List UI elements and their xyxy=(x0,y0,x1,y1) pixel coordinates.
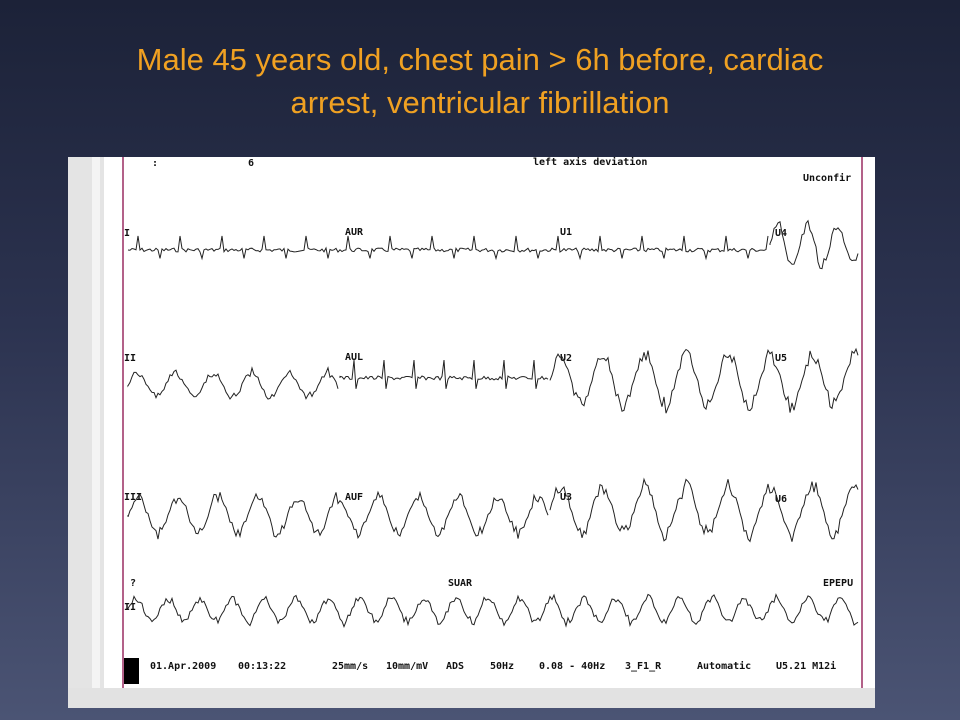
lead-label: AUR xyxy=(345,227,364,238)
ecg-trace xyxy=(127,366,339,400)
ecg-trace xyxy=(769,219,859,270)
footer-text: 00:13:22 xyxy=(238,661,286,672)
calibration-block xyxy=(124,658,139,684)
ecg-trace xyxy=(549,477,859,543)
lead-label: EPEPU xyxy=(823,578,853,589)
ecg-header-text: left axis deviation xyxy=(533,156,647,168)
margin-band xyxy=(92,157,100,688)
ecg-trace xyxy=(549,347,859,414)
lead-label: I xyxy=(124,228,130,239)
lead-label: U3 xyxy=(560,492,572,503)
lead-label: ? xyxy=(130,578,136,589)
footer-text: Automatic xyxy=(697,660,751,672)
footer-text: 0.08 - 40Hz xyxy=(539,661,605,672)
bottom-strip xyxy=(68,688,875,708)
footer-text: 25mm/s xyxy=(332,661,368,672)
lead-label: U6 xyxy=(775,494,787,505)
lead-label: U1 xyxy=(560,227,572,238)
footer-text: 50Hz xyxy=(490,661,514,672)
ecg-header-text: 6 xyxy=(248,158,254,169)
lead-label: II xyxy=(124,602,136,613)
lead-label: SUAR xyxy=(448,578,473,589)
ecg-paper xyxy=(68,157,875,708)
footer-text: ADS xyxy=(446,661,464,672)
slide-title: Male 45 years old, chest pain > 6h befor… xyxy=(136,42,824,120)
footer-text: U5.21 M12i xyxy=(776,660,836,672)
lead-label: II xyxy=(124,353,136,364)
ecg-trace xyxy=(127,593,859,628)
lead-label: U4 xyxy=(775,228,787,239)
lead-label: AUL xyxy=(345,352,363,363)
footer-text: 3_F1_R xyxy=(625,661,662,672)
lead-label: U2 xyxy=(560,353,572,364)
footer-text: 01.Apr.2009 xyxy=(150,661,216,672)
footer-text: 10mm/mV xyxy=(386,661,428,672)
ecg-trace xyxy=(127,235,769,261)
lead-label: III xyxy=(124,492,142,503)
lead-label: U5 xyxy=(775,353,787,364)
ecg-trace xyxy=(339,359,549,389)
ecg-trace xyxy=(127,490,549,540)
lead-label: AUF xyxy=(345,492,363,503)
ecg-header-text: Unconfir xyxy=(803,172,851,184)
ecg-header-text: : xyxy=(152,158,158,169)
